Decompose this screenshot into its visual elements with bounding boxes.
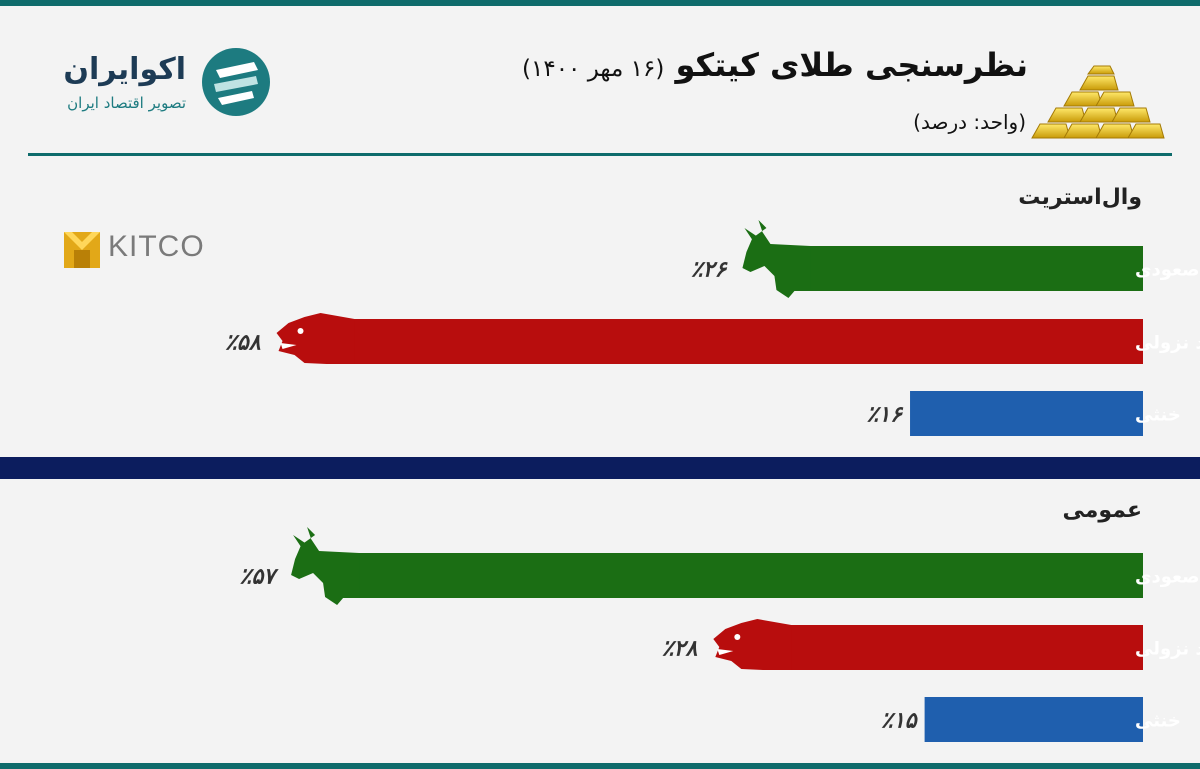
bar-value-label: ٪۱۵ [881, 709, 919, 734]
kitco-mark-icon [64, 232, 100, 268]
bar-category-label: خنثی [1135, 405, 1181, 426]
bottom-rule [0, 763, 1200, 769]
bar-category-label: روند نزولی [1135, 639, 1200, 660]
ecoiran-logo-mark-icon [202, 48, 270, 116]
title-text: نظرسنجی طلای کیتکو [675, 46, 1028, 84]
title-date: (۱۶ مهر ۱۴۰۰) [522, 56, 665, 82]
bar-category-label: روند صعودی [1135, 260, 1200, 281]
section-title-main-street: عمومی [1062, 498, 1142, 523]
bar [338, 319, 1143, 364]
bar-value-label: ٪۲۶ [691, 258, 729, 283]
bar [910, 391, 1143, 436]
bear-eye-icon [734, 634, 741, 640]
section-divider [0, 457, 1200, 479]
bear-teeth-icon [280, 343, 297, 349]
header-rule [28, 153, 1172, 156]
bear-icon [276, 313, 355, 364]
section-title-wallstreet: وال‌استریت [1018, 185, 1142, 210]
top-rule [0, 0, 1200, 6]
unit-label: (واحد: درصد) [913, 110, 1026, 134]
ecoiran-logo: اکوایران تصویر اقتصاد ایران [30, 48, 270, 124]
bull-icon [291, 527, 360, 605]
bar [924, 697, 1143, 742]
bar-group-1-2: خنثی ٪۱۵ [881, 697, 1181, 742]
bar [353, 553, 1144, 598]
page-title: نظرسنجی طلای کیتکو (۱۶ مهر ۱۴۰۰) [522, 46, 1028, 84]
bar-group-1-0: روند صعودی ٪۵۷ [240, 527, 1200, 605]
bar-group-0-0: روند صعودی ٪۲۶ [691, 220, 1200, 298]
kitco-wordmark: KITCO [108, 230, 205, 263]
bar [804, 246, 1143, 291]
bull-horn-icon [293, 535, 306, 547]
bar-group-0-2: خنثی ٪۱۶ [867, 391, 1181, 436]
bar-value-label: ٪۲۸ [662, 637, 698, 662]
bull-icon [742, 220, 811, 298]
bear-teeth-icon [717, 649, 734, 655]
logo-tagline: تصویر اقتصاد ایران [67, 94, 186, 112]
bar-category-label: روند صعودی [1135, 567, 1200, 588]
bull-horn-icon [744, 228, 757, 240]
bear-icon [713, 619, 792, 670]
bar-value-label: ٪۱۶ [867, 403, 905, 428]
gold-bars-icon [1031, 65, 1165, 139]
logo-name: اکوایران [63, 52, 186, 87]
bar [775, 625, 1143, 670]
bar-category-label: روند نزولی [1135, 333, 1200, 354]
bar-group-1-1: روند نزولی ٪۲۸ [662, 619, 1200, 670]
bar-value-label: ٪۵۸ [225, 331, 261, 356]
bear-eye-icon [297, 328, 304, 334]
bar-value-label: ٪۵۷ [240, 565, 280, 590]
bar-group-0-1: روند نزولی ٪۵۸ [225, 313, 1200, 364]
bar-category-label: خنثی [1135, 711, 1181, 732]
kitco-logo: KITCO [62, 228, 204, 272]
